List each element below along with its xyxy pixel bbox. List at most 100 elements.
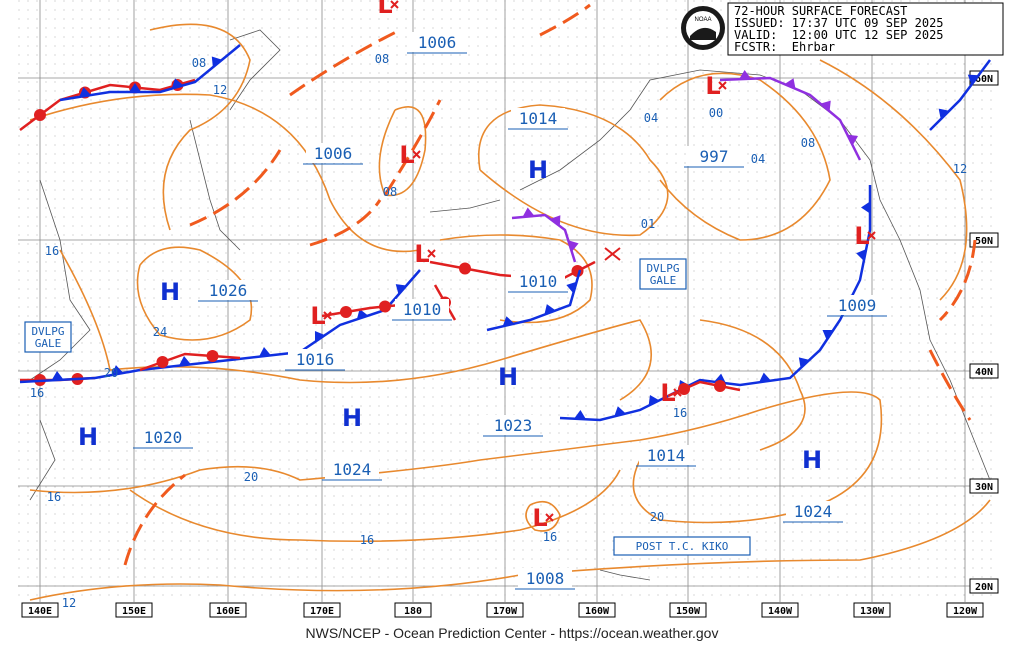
isobar-label: 08	[375, 52, 389, 66]
occluded-symbol	[847, 134, 859, 146]
logo-text: NOAA	[694, 17, 711, 23]
pressure-label-bg	[410, 32, 464, 52]
cold-symbol	[502, 316, 515, 327]
pressure-label: 1024	[794, 502, 833, 521]
lon-label: 170W	[493, 606, 518, 617]
lon-label: 160W	[585, 606, 610, 617]
lat-label-box	[969, 478, 999, 494]
isobar-label: 12	[62, 596, 76, 610]
pressure-label-bg	[288, 349, 342, 369]
lon-label: 150W	[676, 606, 701, 617]
isobar-label: 00	[709, 106, 723, 120]
low-marker	[867, 231, 876, 240]
pressure-label: 1016	[296, 350, 335, 369]
lon-label: 170E	[310, 606, 334, 617]
high-center: H	[160, 278, 180, 306]
pressure-label: 1020	[144, 428, 183, 447]
pressure-label-bg	[325, 459, 379, 479]
lon-label: 120W	[953, 606, 978, 617]
high-center: H	[342, 404, 362, 432]
cold-symbol	[614, 406, 626, 417]
isobar-label: 08	[192, 56, 206, 70]
warm-symbol	[34, 109, 46, 121]
pressure-label: 1008	[526, 569, 565, 588]
lat-label-box	[969, 232, 999, 248]
warm-front	[139, 352, 241, 372]
occluded-symbol	[522, 207, 535, 218]
lon-label-box	[303, 602, 341, 618]
lat-label: 50N	[975, 236, 993, 247]
cold-symbol	[51, 371, 64, 381]
occluded-symbol	[568, 240, 579, 252]
low-center: L	[854, 222, 869, 250]
trough	[123, 3, 977, 566]
pressure-label: 1009	[838, 296, 877, 315]
low-center: L	[532, 504, 547, 532]
header-line: ISSUED: 17:37 UTC 09 SEP 2025	[734, 16, 944, 30]
isobar-label: 20	[104, 366, 118, 380]
cold-symbol	[111, 365, 124, 376]
cold-front	[667, 185, 872, 398]
low-marker	[412, 150, 421, 159]
lon-label-box	[486, 602, 524, 618]
low-marker	[390, 0, 399, 9]
pressure-label: 1014	[519, 109, 558, 128]
isobar-label: 16	[360, 533, 374, 547]
pressure-label-bg	[639, 445, 693, 465]
lon-label-box	[578, 602, 616, 618]
pressure-label: 1010	[519, 272, 558, 291]
warning-text: DVLPG	[646, 262, 679, 275]
warning-text: GALE	[650, 274, 677, 287]
high-center: H	[802, 446, 822, 474]
isobar-label: 08	[801, 136, 815, 150]
pressure-label-bg	[511, 271, 565, 291]
cold-symbol	[259, 347, 271, 357]
cold-symbol	[566, 281, 577, 294]
lon-label-box	[761, 602, 799, 618]
cold-symbol	[211, 56, 223, 68]
warning-text: DVLPG	[31, 325, 64, 338]
low-center: L	[705, 72, 720, 100]
pressure-label-bg	[486, 415, 540, 435]
warm-front	[19, 78, 196, 131]
pressure-label-bg	[136, 427, 190, 447]
cold-symbol	[574, 410, 586, 420]
pressure-label: 1024	[333, 460, 372, 479]
cold-symbol	[179, 356, 191, 366]
lon-label-box	[669, 602, 707, 618]
header-line: 72-HOUR SURFACE FORECAST	[734, 4, 907, 18]
low-marker	[427, 249, 436, 258]
pressure-label-bg	[306, 143, 360, 163]
pressure-label-bg	[511, 108, 565, 128]
lon-label: 150E	[122, 606, 146, 617]
warm-symbol	[379, 300, 391, 313]
lon-label: 140W	[768, 606, 793, 617]
isobar-label: 16	[47, 490, 61, 504]
cold-symbol	[395, 284, 407, 295]
isobar-label: 16	[543, 530, 557, 544]
low-marker	[323, 311, 332, 320]
fronts	[19, 0, 991, 566]
header-line: VALID: 12:00 UTC 12 SEP 2025	[734, 28, 944, 42]
occluded-symbol	[784, 78, 796, 89]
warm-symbol	[340, 306, 352, 318]
cold-symbol	[79, 87, 91, 97]
pressure-label-bg	[830, 295, 884, 315]
logo-bird	[690, 27, 716, 40]
cold-symbol	[544, 304, 556, 315]
occluded-symbol	[739, 70, 751, 80]
occluded-front	[719, 76, 862, 161]
pressure-label: 1006	[314, 144, 353, 163]
lon-label-box	[209, 602, 247, 618]
cold-symbol	[798, 357, 810, 369]
lon-label-box	[853, 602, 891, 618]
cold-symbol	[822, 330, 834, 340]
lon-label-box	[946, 602, 984, 618]
cold-symbol	[648, 394, 660, 406]
warning-box	[639, 258, 687, 290]
high-center: H	[78, 423, 98, 451]
lat-label: 60N	[975, 74, 993, 85]
lon-label-box	[115, 602, 153, 618]
occluded-symbol	[550, 215, 561, 227]
cold-symbol	[759, 372, 771, 383]
